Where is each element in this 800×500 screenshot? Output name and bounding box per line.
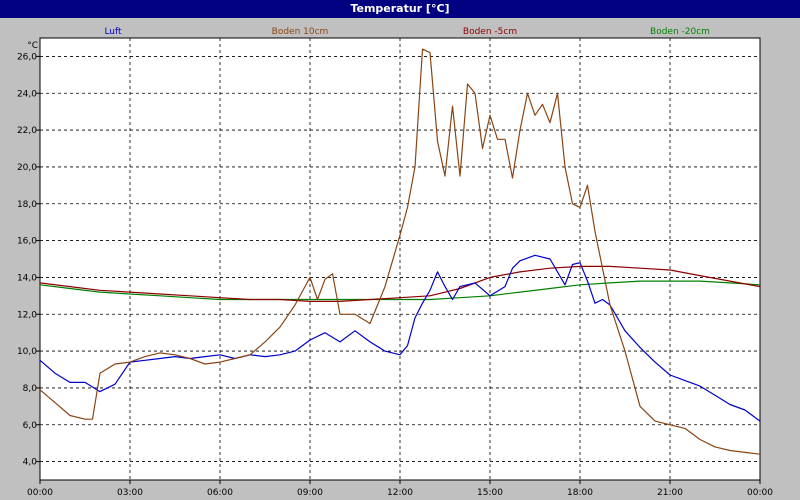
series-lines — [39, 48, 761, 455]
grid-lines — [40, 38, 760, 480]
x-tick-time: 21:00 — [657, 488, 683, 498]
y-tick-label: 14,0 — [17, 273, 37, 283]
y-axis-ticks: 4,0 6,0 8,0 10,0 12,0 14,0 16,0 18,0 20,0 22,0 24,… — [17, 52, 40, 468]
chart-title: Temperatur [°C] — [0, 0, 800, 18]
y-tick-label: 24,0 — [17, 89, 37, 99]
y-tick-label: 10,0 — [17, 347, 37, 357]
x-tick-time: 06:00 — [207, 488, 233, 498]
y-axis-unit: °C — [27, 41, 38, 51]
x-tick-time: 12:00 — [387, 488, 413, 498]
y-tick-label: 22,0 — [17, 126, 37, 136]
x-tick-time: 15:00 — [477, 488, 503, 498]
y-tick-label: 8,0 — [23, 384, 38, 394]
legend-entry: Boden 10cm — [272, 27, 329, 37]
y-tick-label: 6,0 — [23, 421, 38, 431]
legend-entry: Boden -20cm — [650, 27, 710, 37]
y-tick-label: 20,0 — [17, 163, 37, 173]
legend-entry: Luft — [104, 27, 122, 37]
temperature-chart: °C 4,0 6,0 8,0 10,0 12,0 14,0 16,0 18,0 20,0 22,0… — [17, 27, 773, 498]
x-axis-ticks: 00:0002.05.2303:0002.05.2306:0002.05.230… — [27, 480, 773, 498]
x-tick-time: 00:00 — [747, 488, 773, 498]
series-line-boden-10cm — [39, 48, 761, 455]
x-tick-time: 00:00 — [27, 488, 53, 498]
x-tick-time: 03:00 — [117, 488, 143, 498]
x-tick-time: 18:00 — [567, 488, 593, 498]
y-tick-label: 16,0 — [17, 237, 37, 247]
y-tick-label: 4,0 — [23, 458, 38, 468]
y-tick-label: 26,0 — [17, 52, 37, 62]
legend-entry: Boden -5cm — [463, 27, 517, 37]
legend: Luft Boden 10cm Boden -5cm Boden -20cm — [104, 27, 710, 37]
y-tick-label: 12,0 — [17, 310, 37, 320]
series-line-boden-5cm — [39, 265, 761, 302]
series-line-luft — [39, 254, 761, 422]
y-tick-label: 18,0 — [17, 200, 37, 210]
x-tick-time: 09:00 — [297, 488, 323, 498]
series-line-boden-20cm — [39, 280, 761, 301]
